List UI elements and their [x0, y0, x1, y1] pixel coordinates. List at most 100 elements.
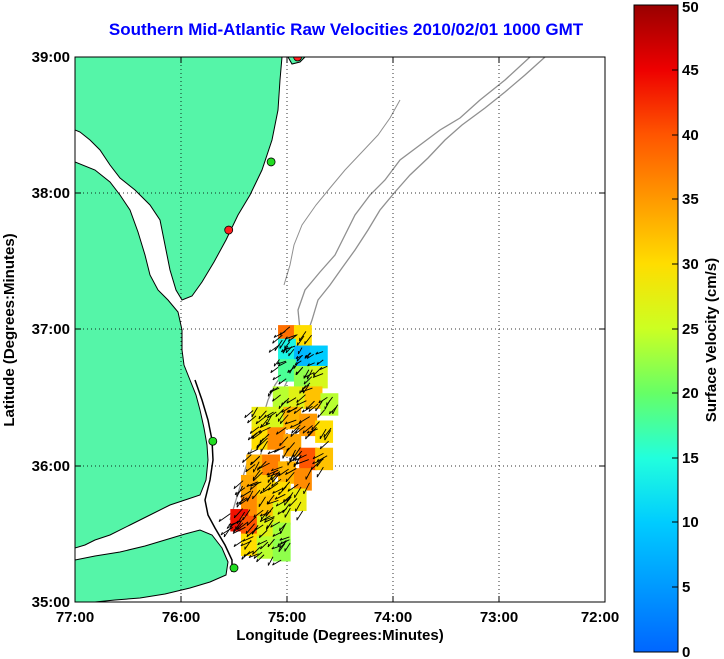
y-tick-label: 39:00	[32, 49, 70, 66]
velocity-arrow	[316, 466, 324, 478]
velocity-arrow	[272, 559, 282, 566]
velocity-arrow-head	[306, 430, 310, 434]
velocity-arrow-head	[247, 451, 250, 455]
velocity-arrow	[260, 541, 269, 550]
velocity-cell	[288, 386, 307, 409]
velocity-arrow-head	[247, 437, 250, 441]
colorbar-tick-label: 10	[682, 514, 699, 531]
velocity-arrow	[332, 404, 339, 415]
velocity-arrow	[281, 347, 290, 353]
velocity-arrow	[240, 490, 252, 498]
velocity-arrow-head	[272, 398, 275, 402]
velocity-arrow	[277, 360, 287, 365]
radar-station-marker	[229, 563, 239, 573]
velocity-arrow-head	[300, 389, 304, 393]
radar-station-marker	[224, 225, 234, 235]
velocity-arrow	[267, 448, 280, 455]
velocity-arrow	[298, 416, 310, 424]
velocity-arrow-head	[281, 402, 283, 406]
x-tick-label: 73:00	[480, 609, 518, 626]
velocity-cell	[309, 345, 328, 368]
velocity-arrow-head	[240, 543, 244, 547]
colorbar-ticks	[672, 69, 678, 588]
velocity-arrow	[251, 525, 259, 535]
velocity-arrow-head	[272, 340, 275, 344]
velocity-arrow-head	[250, 461, 252, 466]
velocity-arrow-head	[257, 466, 261, 470]
velocity-arrow-head	[242, 538, 246, 542]
velocity-arrow-head	[287, 338, 290, 342]
velocity-arrow-head	[252, 435, 255, 440]
velocity-arrow-head	[285, 336, 288, 340]
velocity-arrow	[291, 424, 301, 434]
velocity-arrow-head	[272, 377, 275, 381]
velocity-arrow	[315, 400, 323, 412]
velocity-arrow-head	[249, 430, 252, 434]
velocity-arrow	[218, 513, 231, 522]
velocity-arrow	[285, 334, 297, 340]
velocity-arrow-head	[267, 415, 270, 419]
velocity-cell	[315, 447, 334, 471]
velocity-arrow	[264, 517, 275, 523]
velocity-arrow	[305, 468, 313, 480]
velocity-arrow-head	[250, 461, 253, 465]
velocity-arrow	[242, 454, 252, 463]
velocity-arrow-head	[279, 332, 282, 336]
velocity-arrow-head	[255, 420, 258, 425]
velocity-arrow-head	[277, 363, 281, 367]
velocity-arrow	[307, 369, 313, 380]
velocity-arrow	[253, 551, 263, 559]
velocity-arrow-head	[279, 420, 282, 424]
velocity-arrow	[293, 406, 304, 415]
velocity-arrow-head	[242, 459, 244, 463]
velocity-arrow	[274, 445, 286, 453]
chart-title: Southern Mid-Atlantic Raw Velocities 201…	[108, 20, 584, 39]
velocity-arrow	[281, 397, 290, 406]
velocity-arrow	[257, 539, 268, 546]
velocity-arrow-head	[252, 495, 254, 500]
colorbar-tick-label: 25	[682, 321, 699, 338]
velocity-arrow	[317, 409, 325, 418]
velocity-arrow-head	[252, 477, 255, 482]
velocity-arrow	[292, 450, 303, 462]
velocity-arrow-head	[260, 424, 263, 428]
velocity-arrow-head	[274, 496, 278, 500]
velocity-arrow-head	[284, 502, 286, 506]
velocity-arrow-head	[290, 433, 293, 437]
velocity-arrow-head	[253, 555, 256, 559]
velocity-arrow-head	[267, 474, 270, 478]
velocity-arrow	[286, 492, 294, 502]
velocity-arrow-head	[262, 487, 265, 492]
y-tick-label: 35:00	[32, 594, 70, 611]
velocity-arrow	[279, 436, 289, 447]
velocity-arrow	[278, 361, 287, 367]
velocity-arrow	[271, 466, 283, 472]
velocity-arrow	[247, 448, 258, 455]
velocity-arrow-head	[270, 524, 273, 528]
velocity-arrow-head	[228, 523, 231, 526]
x-tick-label: 74:00	[374, 609, 412, 626]
velocity-arrow-head	[263, 414, 267, 418]
velocity-arrow	[247, 432, 258, 441]
velocity-arrow-head	[304, 374, 307, 378]
velocity-arrow	[297, 347, 303, 355]
velocity-arrow-head	[272, 533, 275, 537]
velocity-cell	[293, 365, 312, 389]
velocity-arrow-head	[260, 546, 262, 550]
colorbar-tick-label: 45	[682, 62, 699, 79]
velocity-arrow-head	[226, 525, 229, 529]
velocity-arrow	[257, 437, 268, 447]
velocity-arrow	[316, 359, 324, 366]
velocity-arrow-head	[220, 532, 223, 536]
velocity-arrow-head	[312, 456, 316, 460]
velocity-arrow-head	[305, 436, 307, 440]
velocity-arrow	[280, 414, 289, 425]
velocity-arrow-head	[287, 369, 290, 373]
velocity-arrow	[256, 554, 265, 563]
velocity-arrow-head	[295, 371, 298, 375]
velocity-arrow	[260, 487, 271, 494]
velocity-arrow-head	[275, 413, 278, 417]
x-tick-label: 76:00	[162, 609, 200, 626]
velocity-arrow-head	[302, 430, 305, 434]
velocity-arrow-head	[316, 458, 319, 462]
